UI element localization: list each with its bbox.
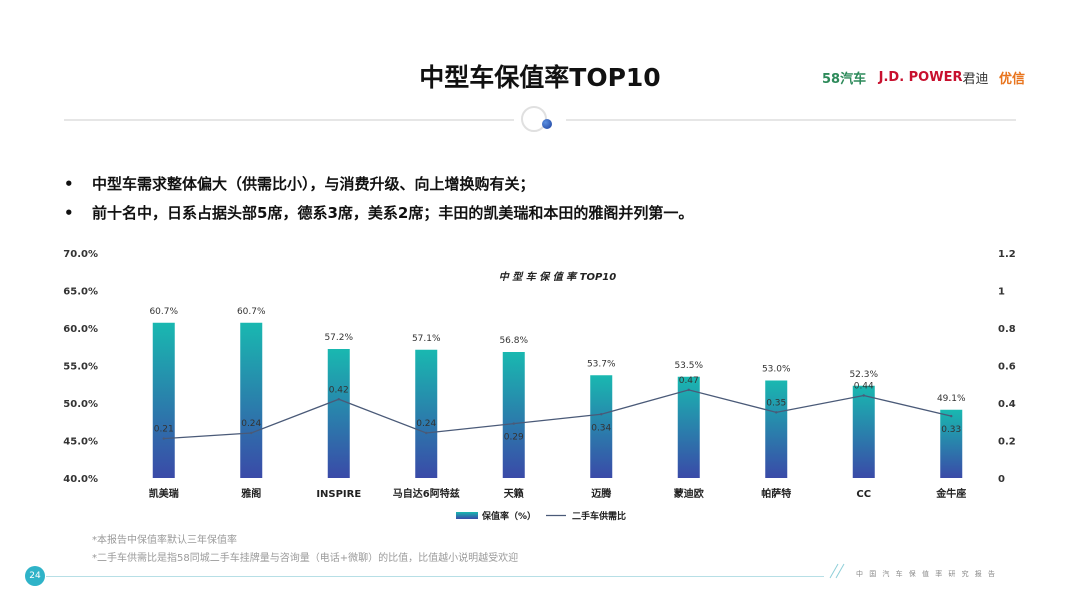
logo-58-auto: 58汽车 bbox=[822, 72, 867, 87]
line-value-label: 0.44 bbox=[854, 382, 874, 392]
category-label: CC bbox=[856, 489, 871, 500]
y-right-tick-label: 0.4 bbox=[998, 399, 1016, 410]
line-point bbox=[337, 398, 340, 401]
bar-resale-rate bbox=[240, 322, 263, 478]
header-divider-left bbox=[64, 119, 514, 121]
legend-bar-label: 保值率（%） bbox=[481, 510, 536, 522]
legend-line-label: 二手车供需比 bbox=[572, 510, 626, 522]
category-label: INSPIRE bbox=[316, 489, 361, 500]
bar-resale-rate bbox=[152, 322, 175, 478]
bar-resale-rate bbox=[940, 409, 963, 478]
y-right-tick-label: 0.8 bbox=[998, 324, 1016, 335]
bar-value-label: 60.7% bbox=[149, 307, 178, 317]
y-left-tick-label: 65.0% bbox=[63, 287, 98, 298]
bullet-point-2: • 前十名中，日系占据头部5席，德系3席，美系2席；丰田的凯美瑞和本田的雅阁并列第… bbox=[64, 202, 693, 223]
category-label: 金牛座 bbox=[935, 487, 966, 500]
y-right-tick-label: 0.2 bbox=[998, 437, 1016, 448]
line-value-label: 0.47 bbox=[679, 376, 699, 386]
line-value-label: 0.24 bbox=[241, 419, 261, 429]
line-point bbox=[425, 431, 428, 435]
line-value-label: 0.34 bbox=[591, 423, 611, 433]
line-point bbox=[687, 388, 690, 392]
line-value-label: 0.29 bbox=[504, 433, 524, 443]
bar-value-label: 53.7% bbox=[587, 359, 616, 369]
bullet-icon: • bbox=[64, 204, 74, 222]
category-label: 雅阁 bbox=[241, 487, 261, 500]
bar-value-label: 57.1% bbox=[412, 334, 441, 344]
bar-resale-rate bbox=[327, 349, 350, 478]
y-left-tick-label: 40.0% bbox=[63, 474, 98, 485]
y-left-tick-label: 60.0% bbox=[63, 324, 98, 335]
line-supply-demand-ratio bbox=[163, 389, 952, 440]
logo-jd-power: J.D. POWER bbox=[878, 70, 963, 85]
y-left-tick-label: 70.0% bbox=[63, 249, 98, 260]
category-label: 凯美瑞 bbox=[149, 487, 179, 500]
bar-value-label: 52.3% bbox=[849, 370, 878, 380]
footnote-supply-demand-definition: *二手车供需比是指58同城二手车挂牌量与咨询量（电话+微聊）的比值，比值越小说明… bbox=[92, 553, 519, 564]
bar-resale-rate bbox=[677, 376, 700, 478]
logo-jd-power-cn: 君迪 bbox=[962, 72, 989, 87]
line-point bbox=[162, 437, 165, 440]
chart-title: 中 型 车 保 值 率 TOP10 bbox=[499, 271, 616, 283]
bar-resale-rate bbox=[765, 380, 788, 478]
line-point bbox=[512, 422, 515, 425]
line-value-label: 0.24 bbox=[416, 419, 436, 429]
bar-value-label: 53.0% bbox=[762, 365, 791, 375]
y-right-tick-label: 0 bbox=[998, 474, 1005, 485]
line-value-label: 0.35 bbox=[766, 398, 786, 408]
line-point bbox=[250, 431, 253, 435]
page-number: 24 bbox=[25, 566, 45, 586]
footnote-resale-definition: *本报告中保值率默认三年保值率 bbox=[92, 535, 237, 546]
y-right-tick-label: 0.6 bbox=[998, 362, 1016, 373]
footer-divider bbox=[46, 576, 824, 577]
bar-value-label: 49.1% bbox=[937, 394, 966, 404]
y-left-tick-label: 50.0% bbox=[63, 399, 98, 410]
category-label: 帕萨特 bbox=[761, 487, 791, 500]
y-right-tick-label: 1.2 bbox=[998, 249, 1016, 260]
category-label: 马自达6阿特兹 bbox=[393, 487, 460, 500]
y-left-tick-label: 55.0% bbox=[63, 362, 98, 373]
line-point bbox=[950, 414, 953, 418]
line-point bbox=[862, 394, 865, 397]
bar-resale-rate bbox=[852, 385, 875, 478]
bar-value-label: 53.5% bbox=[674, 361, 703, 371]
bullet-text-1: 中型车需求整体偏大（供需比小），与消费升级、向上增换购有关； bbox=[92, 175, 535, 193]
logo-youxin: 优信 bbox=[999, 72, 1026, 87]
line-value-label: 0.42 bbox=[329, 385, 349, 395]
bar-resale-rate bbox=[415, 349, 438, 478]
partner-logos: 58汽车 J.D. POWER君迪 优信 bbox=[822, 68, 1026, 88]
category-label: 迈腾 bbox=[591, 487, 612, 500]
category-label: 天籁 bbox=[504, 487, 524, 500]
page-title: 中型车保值率TOP10 bbox=[419, 63, 661, 92]
bar-resale-rate bbox=[590, 375, 613, 478]
bullet-icon: • bbox=[64, 175, 74, 193]
category-label: 蒙迪欧 bbox=[674, 487, 704, 500]
divider-dot-icon bbox=[542, 119, 552, 129]
line-value-label: 0.33 bbox=[941, 425, 961, 435]
bar-value-label: 60.7% bbox=[237, 307, 266, 317]
bar-value-label: 56.8% bbox=[499, 336, 528, 346]
bar-value-label: 57.2% bbox=[324, 333, 353, 343]
line-value-label: 0.21 bbox=[154, 425, 174, 435]
header-divider-right bbox=[566, 119, 1016, 121]
bullet-point-1: • 中型车需求整体偏大（供需比小），与消费升级、向上增换购有关； bbox=[64, 173, 535, 194]
footer-report-name: 中国汽车保值率研究报告 bbox=[856, 570, 1002, 578]
bar-resale-rate bbox=[502, 352, 525, 478]
legend-bar-swatch bbox=[456, 512, 478, 519]
footer-slash-icon bbox=[829, 563, 845, 579]
resale-value-chart: 70.0% 65.0% 60.0% 55.0% 50.0% 45.0% 40.0% 1.2 1… bbox=[63, 249, 1016, 522]
y-right-tick-label: 1 bbox=[998, 287, 1005, 298]
bullet-text-2: 前十名中，日系占据头部5席，德系3席，美系2席；丰田的凯美瑞和本田的雅阁并列第一… bbox=[92, 204, 694, 222]
line-point bbox=[600, 413, 603, 416]
line-point bbox=[775, 411, 778, 414]
y-left-tick-label: 45.0% bbox=[63, 437, 98, 448]
